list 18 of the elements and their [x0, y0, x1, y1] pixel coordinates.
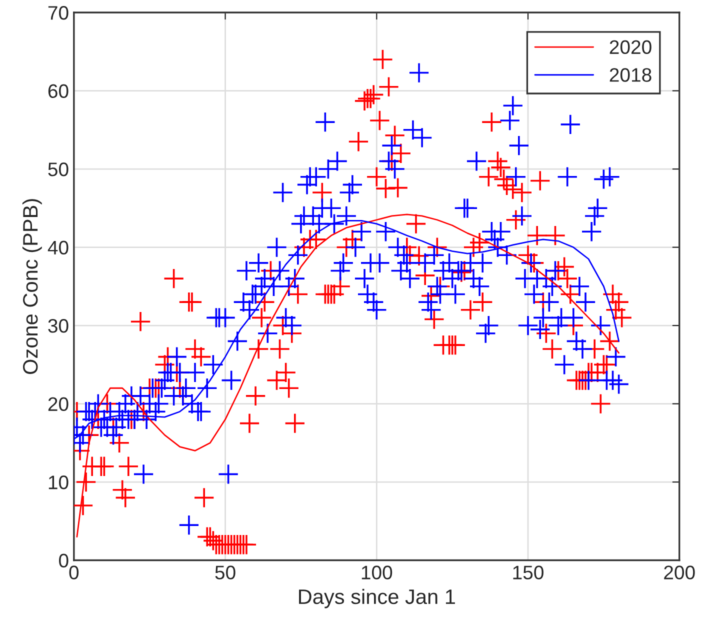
- y-tick-label: 0: [59, 554, 68, 568]
- y-tick-label: 70: [48, 6, 68, 20]
- x-tick-label: 0: [69, 566, 79, 580]
- y-axis-title: Ozone Conc (PPB): [22, 199, 42, 374]
- y-tick-label: 20: [48, 397, 68, 412]
- x-axis-title: Days since Jan 1: [299, 588, 455, 608]
- y-tick-label: 30: [48, 318, 68, 333]
- x-tick-label: 150: [513, 566, 544, 580]
- x-tick-label: 100: [362, 566, 392, 580]
- y-tick-label: 60: [48, 84, 68, 98]
- legend-label: 2020: [610, 40, 652, 54]
- x-tick-label: 200: [664, 566, 695, 580]
- legend-label: 2018: [610, 68, 652, 82]
- line-series: [76, 214, 620, 538]
- x-tick-label: 50: [215, 566, 236, 580]
- y-tick-label: 10: [48, 475, 68, 490]
- y-tick-label: 40: [48, 240, 68, 255]
- y-tick-label: 50: [48, 162, 68, 176]
